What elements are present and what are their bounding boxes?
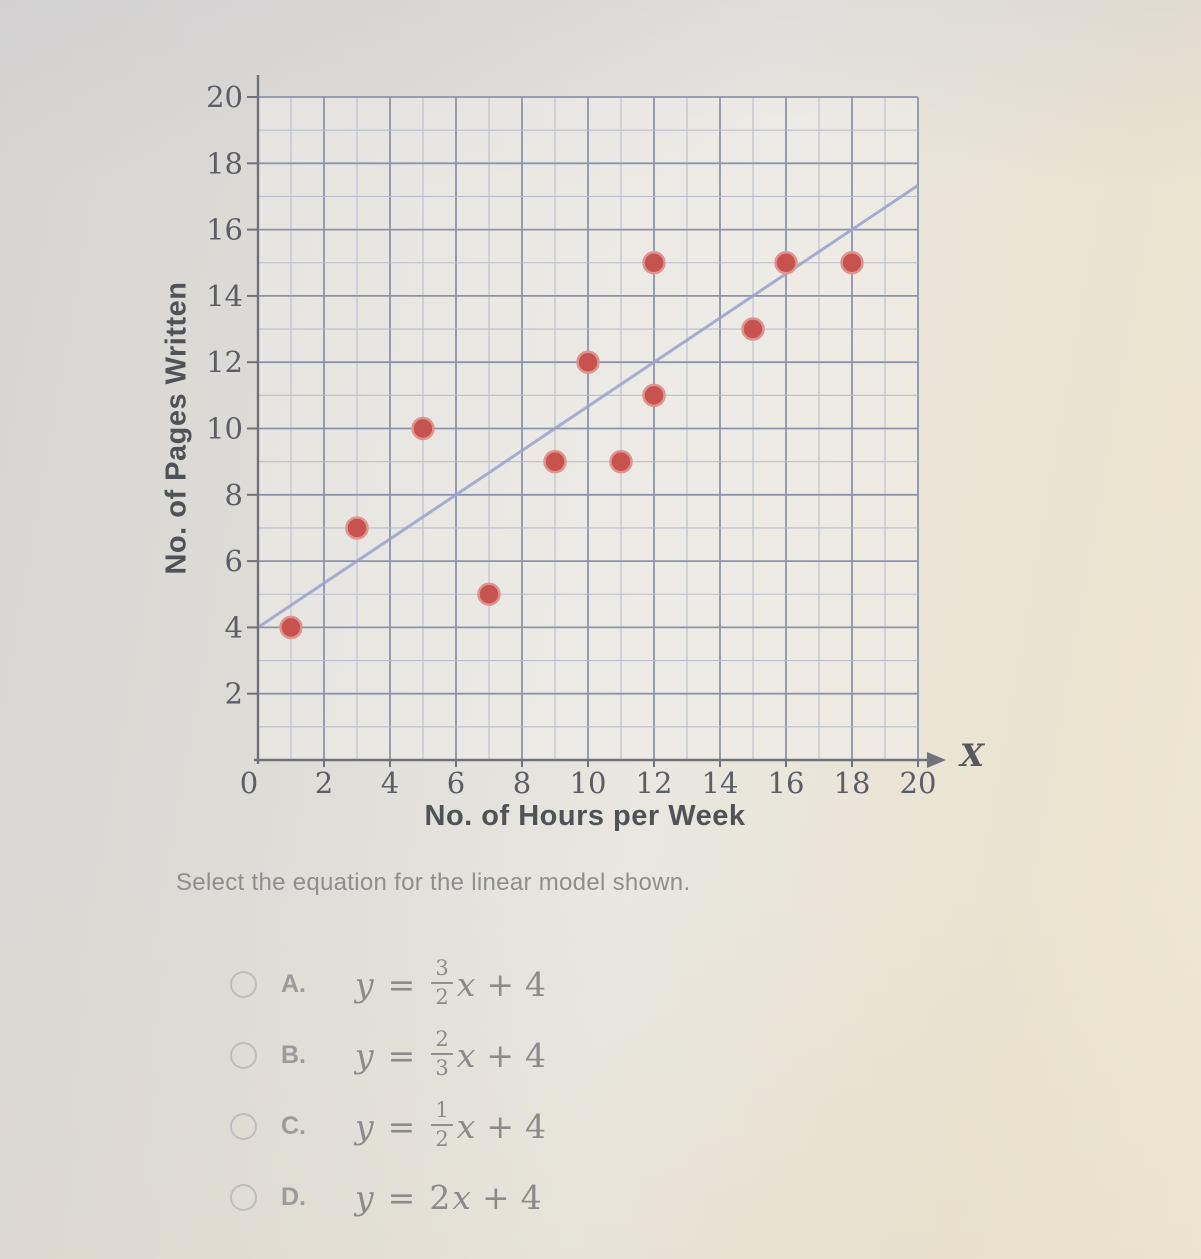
x-tick-label: 8 — [513, 766, 531, 800]
option-equation-a: y = 3 2 x +4 — [355, 955, 546, 1009]
x-tick-label: 10 — [570, 766, 607, 800]
data-point — [345, 516, 369, 540]
data-point — [576, 350, 600, 374]
x-tick-label: 20 — [900, 766, 937, 800]
axes — [254, 75, 946, 768]
radio-option-b[interactable] — [230, 1042, 257, 1069]
radio-option-a[interactable] — [230, 971, 257, 998]
y-tick-label: 6 — [225, 544, 243, 578]
option-key-a: A. — [281, 970, 306, 998]
x-tick-label: 6 — [447, 766, 465, 800]
y-tick-label: 4 — [225, 610, 243, 644]
y-tick-label: 20 — [206, 80, 243, 114]
option-equation-b: y = 2 3 x +4 — [355, 1026, 546, 1080]
option-key-c: C. — [281, 1112, 306, 1140]
radio-option-c[interactable] — [230, 1113, 257, 1140]
x-tick-label: 4 — [381, 766, 399, 800]
scatter-chart: 2 4 6 8 10 12 14 16 18 20 0 2 4 6 8 10 12 14 16 18 20 — [206, 75, 946, 800]
data-point — [543, 449, 567, 474]
y-tick-label: 16 — [206, 213, 243, 247]
option-row-c: C. y = 1 2 x +4 — [230, 1091, 546, 1162]
trend-line — [257, 184, 919, 629]
radio-option-d[interactable] — [230, 1184, 257, 1211]
data-points — [279, 251, 864, 640]
y-tick-label: 2 — [225, 677, 243, 711]
option-row-d: D. y = 2 x +4 — [230, 1162, 546, 1233]
x-axis-label: No. of Hours per Week — [424, 800, 746, 832]
data-point — [279, 615, 303, 640]
y-tick-label: 8 — [225, 478, 243, 512]
options-list: A. y = 3 2 x +4 B. y = 2 3 x +4 C. y = 1 2 x +4 D. y = 2 x +4 — [230, 949, 546, 1233]
grid — [258, 96, 919, 760]
option-row-a: A. y = 3 2 x +4 — [230, 949, 546, 1020]
x-tick-label: 18 — [834, 766, 871, 800]
data-point — [741, 317, 765, 341]
y-tick-label: 14 — [206, 279, 243, 313]
data-point — [477, 582, 501, 606]
y-tick-label: 18 — [206, 146, 243, 180]
option-equation-c: y = 1 2 x +4 — [355, 1097, 546, 1151]
y-axis-label: No. of Pages Written — [160, 281, 193, 575]
data-point — [411, 416, 435, 441]
x-axis-symbol: X — [960, 738, 985, 774]
x-tick-label: 2 — [315, 766, 333, 800]
data-point — [609, 449, 633, 474]
data-point — [642, 251, 666, 275]
y-tick-label: 12 — [206, 345, 243, 379]
x-tick-label: 0 — [240, 766, 258, 800]
x-tick-label: 12 — [636, 766, 673, 800]
data-point — [840, 251, 864, 275]
option-key-b: B. — [281, 1041, 306, 1069]
y-tick-label: 10 — [206, 412, 243, 446]
option-equation-d: y = 2 x +4 — [355, 1178, 542, 1217]
x-tick-label: 16 — [768, 766, 805, 800]
question-text: Select the equation for the linear model… — [176, 869, 691, 896]
data-point — [642, 383, 666, 408]
option-key-d: D. — [281, 1183, 306, 1211]
option-row-b: B. y = 2 3 x +4 — [230, 1020, 546, 1091]
data-point — [774, 251, 798, 275]
x-tick-label: 14 — [702, 766, 739, 800]
x-axis-arrow-icon — [927, 752, 946, 768]
tick-labels: 2 4 6 8 10 12 14 16 18 20 0 2 4 6 8 10 12 14 16 18 20 — [206, 80, 936, 800]
